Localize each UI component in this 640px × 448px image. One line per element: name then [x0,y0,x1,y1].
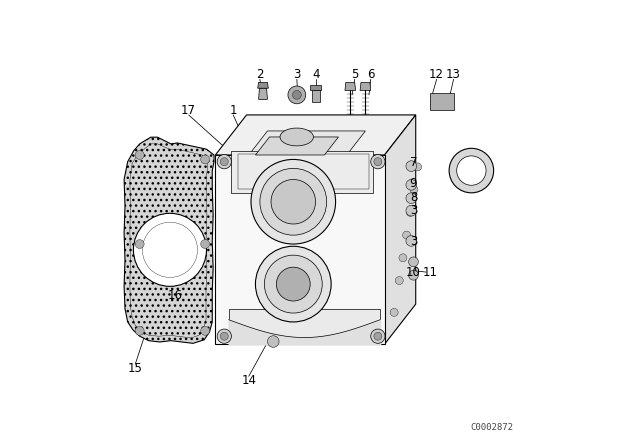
Circle shape [135,240,144,249]
Circle shape [268,336,279,347]
Circle shape [255,246,331,322]
Circle shape [371,155,385,169]
Circle shape [406,161,417,172]
Circle shape [406,180,417,190]
Ellipse shape [280,128,314,146]
Text: 3: 3 [293,69,301,82]
Circle shape [271,180,316,224]
Text: 10: 10 [406,266,421,279]
Polygon shape [259,88,268,99]
Circle shape [457,156,486,185]
Circle shape [406,193,417,203]
Text: 11: 11 [423,266,438,279]
Circle shape [406,205,417,216]
Circle shape [374,158,382,166]
Circle shape [413,163,422,171]
Polygon shape [345,82,356,90]
Circle shape [371,329,385,343]
Text: 8: 8 [410,191,417,204]
Circle shape [220,158,228,166]
Text: C0002872: C0002872 [470,423,513,432]
Circle shape [408,257,419,267]
Polygon shape [255,137,339,155]
Circle shape [134,213,207,286]
Text: 7: 7 [410,156,417,169]
Polygon shape [216,115,416,155]
Text: 9: 9 [410,177,417,190]
Polygon shape [310,85,321,90]
Circle shape [220,332,228,340]
Circle shape [410,185,418,194]
Polygon shape [228,309,380,344]
Polygon shape [249,131,365,155]
Circle shape [201,240,209,249]
Polygon shape [431,93,454,111]
Text: 3: 3 [410,204,417,217]
Polygon shape [124,137,214,343]
Circle shape [374,332,382,340]
Circle shape [201,155,209,164]
Circle shape [217,155,232,169]
Circle shape [260,168,326,235]
Text: 4: 4 [313,69,320,82]
Text: 13: 13 [446,69,461,82]
Circle shape [201,327,209,335]
Polygon shape [385,115,416,344]
Circle shape [406,208,414,216]
Text: 5: 5 [351,69,358,82]
Circle shape [217,329,232,343]
Polygon shape [312,90,319,102]
Circle shape [396,276,403,284]
Polygon shape [360,82,371,90]
Polygon shape [258,82,268,88]
Text: 3: 3 [410,235,417,248]
Circle shape [276,267,310,301]
Circle shape [292,90,301,99]
Circle shape [135,151,144,159]
Circle shape [251,159,335,244]
Text: 6: 6 [367,69,374,82]
Circle shape [408,270,419,280]
Text: 14: 14 [241,374,256,387]
Text: 12: 12 [429,69,444,82]
Text: 1: 1 [229,104,237,117]
Circle shape [399,254,407,262]
Circle shape [288,86,306,104]
Circle shape [449,148,493,193]
Circle shape [390,308,398,316]
Circle shape [406,236,417,246]
Text: 16: 16 [168,289,183,302]
Circle shape [135,327,144,335]
Circle shape [264,255,322,313]
Text: 2: 2 [256,69,264,82]
Text: 17: 17 [181,104,196,117]
Polygon shape [231,151,373,193]
Polygon shape [216,155,385,344]
Text: 15: 15 [128,362,143,375]
Circle shape [403,231,411,239]
